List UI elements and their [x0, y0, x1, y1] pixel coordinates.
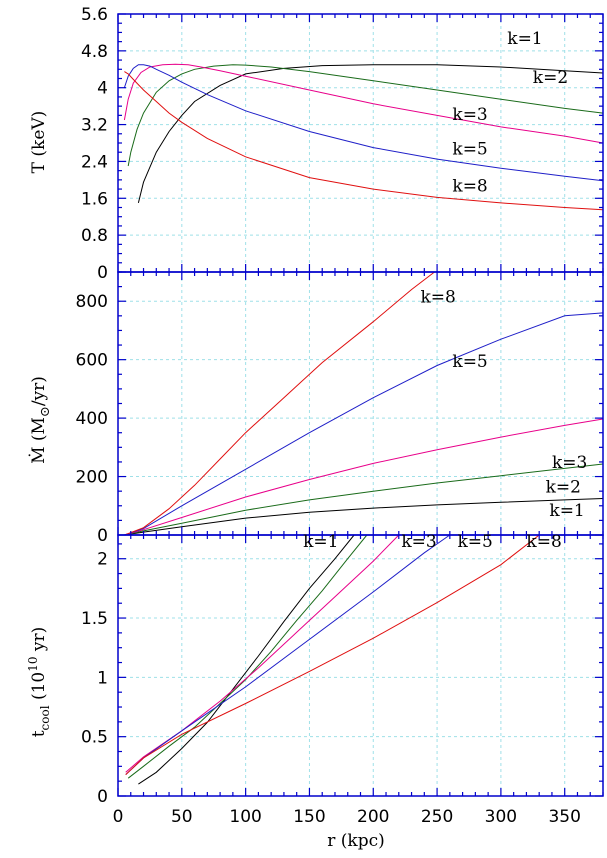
y-tick-label: 1	[97, 668, 108, 688]
series-label: k=3	[552, 453, 587, 473]
y-tick-label: 0	[97, 526, 108, 546]
series-line-k1	[137, 64, 604, 204]
panel-frame	[117, 271, 604, 536]
y-tick-label: 0.8	[81, 226, 108, 246]
y-tick-label: 3.2	[81, 116, 108, 136]
x-tick-label: 200	[357, 807, 389, 827]
series-label: k=8	[420, 288, 455, 308]
series-label: k=5	[452, 352, 487, 372]
series-label: k=8	[452, 176, 487, 196]
series-line-k8	[125, 534, 540, 775]
panel-3: 0 0.5 1 1.5 2 0 50 100 150 200 250 300 350 k=1 k=3 k=5 k…	[81, 532, 604, 827]
series-line-k5	[124, 312, 604, 536]
x-tick-label: 100	[229, 807, 261, 827]
series-label: k=2	[533, 68, 568, 88]
series-label: k=5	[458, 532, 493, 552]
series-line-k5	[123, 64, 604, 182]
series-label: k=2	[546, 478, 581, 498]
series-line-k3	[125, 534, 400, 773]
series-line-k2	[127, 64, 604, 167]
panel-2-ylabel: Ṁ (M⊙/yr)	[28, 376, 53, 464]
y-tick-label: 2.4	[81, 152, 108, 172]
y-tick-label: 600	[76, 351, 108, 371]
y-tick-label: 200	[76, 468, 108, 488]
y-tick-label: 1.6	[81, 189, 108, 209]
y-tick-label: 4.8	[81, 42, 108, 62]
series-line-k1	[138, 534, 355, 785]
series-label: k=8	[526, 532, 561, 552]
panel-frame	[117, 534, 604, 797]
series-line-k3	[123, 63, 604, 144]
x-tick-label: 50	[171, 807, 193, 827]
panel-2: 0 200 400 600 800 k=8 k=5 k=3 k=2 k=1	[76, 271, 604, 546]
series-line-k2	[124, 463, 604, 536]
y-tick-label: 0	[97, 263, 108, 283]
y-tick-label: 5.6	[81, 5, 108, 25]
y-tick-label: 4	[97, 79, 108, 99]
y-tick-label: 0.5	[81, 728, 108, 748]
series-label: k=1	[549, 501, 584, 521]
series-line-k1	[124, 498, 604, 536]
series-line-k3	[124, 418, 604, 536]
y-tick-label: 2	[97, 550, 108, 570]
y-tick-label: 400	[76, 409, 108, 429]
y-tick-label: 800	[76, 292, 108, 312]
x-axis-label: r (kpc)	[327, 831, 385, 851]
x-tick-label: 350	[548, 807, 580, 827]
x-tick-label: 300	[485, 807, 517, 827]
panel-frame	[117, 13, 604, 273]
series-label: k=1	[507, 29, 542, 49]
x-tick-label: 0	[113, 807, 124, 827]
series-line-k2	[127, 534, 368, 779]
series-line-k8	[124, 71, 604, 211]
panels: 00.81.62.43.244.85.6k=1k=2k=3k=5k=802004…	[76, 5, 604, 827]
series-label: k=1	[303, 532, 338, 552]
series-label: k=3	[452, 105, 487, 125]
x-tick-label: 250	[421, 807, 453, 827]
series-label: k=5	[452, 140, 487, 160]
x-tick-label: 150	[293, 807, 325, 827]
series-label: k=3	[401, 532, 436, 552]
y-tick-label: 0	[97, 787, 108, 807]
y-tick-label: 1.5	[81, 609, 108, 629]
panel-1: 0 0.8 1.6 2.4 3.2 4 4.8 5.6 k=1 k=2 k=3 k=5 k=8	[81, 5, 604, 283]
series-line-k8	[124, 271, 435, 536]
panel-3-ylabel: tcool (1010 yr)	[26, 627, 52, 738]
panel-1-ylabel: T (keV)	[29, 111, 49, 174]
